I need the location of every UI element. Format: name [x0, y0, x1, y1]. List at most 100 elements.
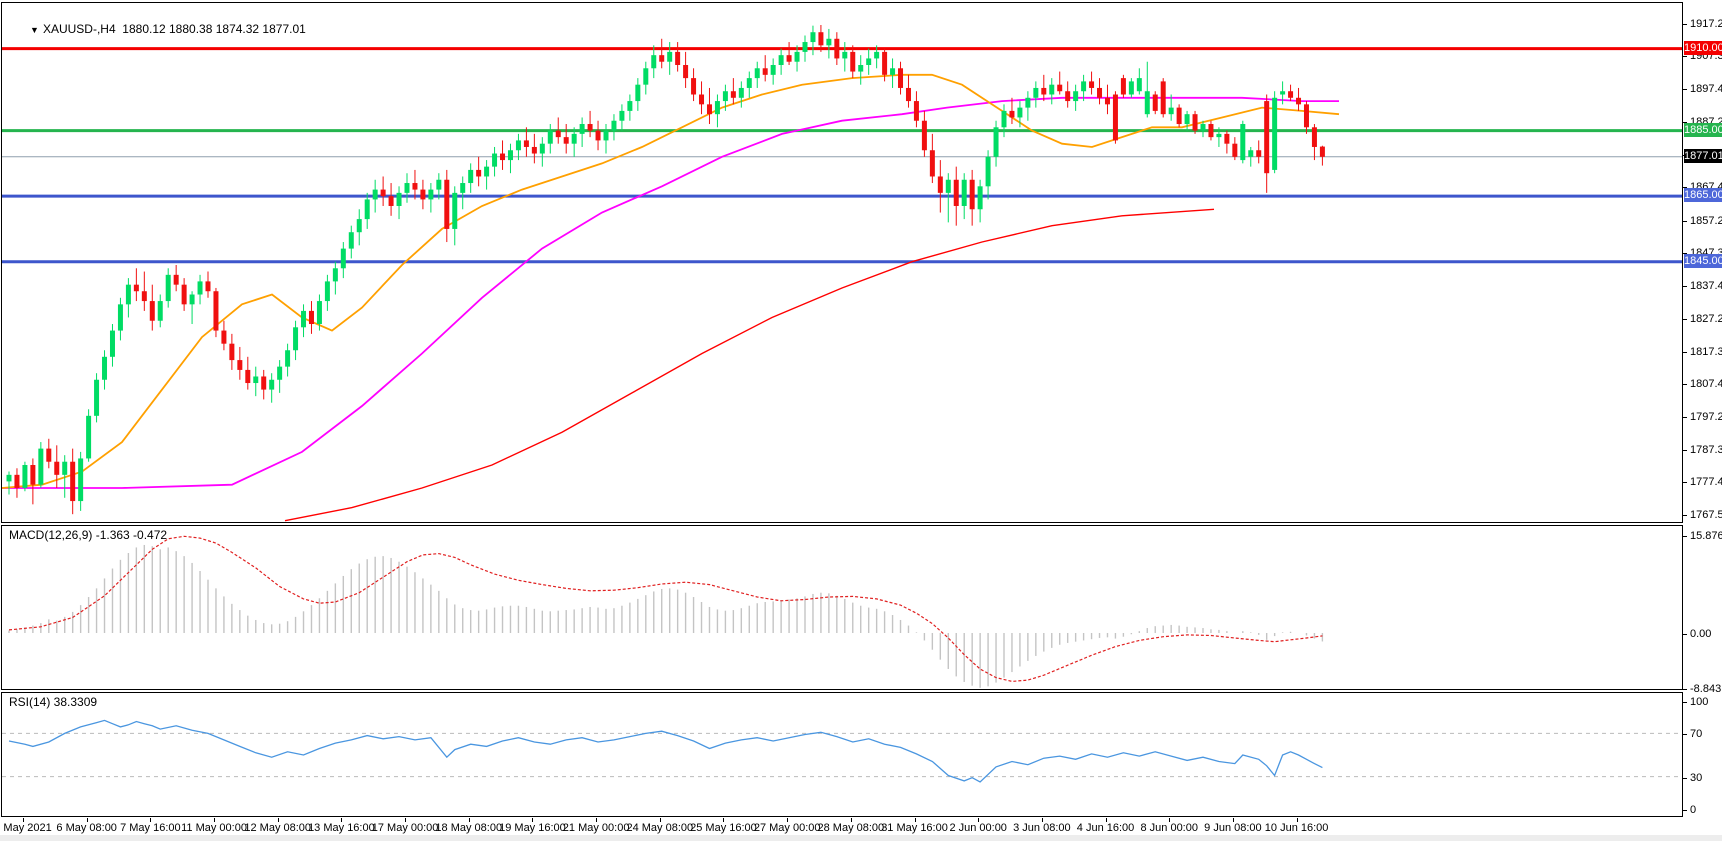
candle-body: [102, 356, 108, 380]
candle-body: [523, 140, 529, 147]
candle-body: [316, 301, 322, 325]
price-tick-label: 1807.40: [1690, 378, 1722, 390]
candle-body: [1152, 94, 1158, 111]
candle-body: [1160, 81, 1166, 115]
candle-body: [555, 130, 561, 138]
candle-body: [1168, 107, 1174, 115]
symbol-timeframe-label: XAUUSD-,H4: [42, 22, 116, 36]
rsi-line: [8, 719, 1323, 783]
time-tick-mark: [1041, 818, 1043, 822]
time-label: 27 May 00:00: [753, 822, 821, 834]
candle-body: [301, 310, 307, 328]
ma-mid-line: [2, 96, 1339, 489]
price-tick-mark: [1683, 351, 1687, 353]
main-chart-panel[interactable]: ▼ XAUUSD-,H4 1880.12 1880.38 1874.32 1877…: [1, 2, 1683, 523]
price-tick-mark: [1683, 482, 1687, 484]
candle-body: [603, 130, 609, 141]
candle-body: [913, 101, 919, 121]
candle-body: [356, 219, 362, 233]
candle-body: [937, 176, 943, 193]
rsi-chart[interactable]: [2, 693, 1682, 816]
time-tick-mark: [1232, 818, 1234, 822]
candle-body: [1303, 104, 1309, 128]
candle-body: [1001, 110, 1007, 128]
candle-body: [961, 179, 967, 206]
time-label: 6 May 08:00: [56, 822, 117, 834]
candle-body: [205, 281, 211, 292]
time-tick-mark: [405, 818, 407, 822]
candle-body: [571, 133, 577, 144]
candle-body: [778, 55, 784, 66]
time-label: 5 May 2021: [0, 822, 52, 834]
candle-body: [484, 166, 490, 177]
price-tick-mark: [1683, 253, 1687, 255]
candle-body: [253, 376, 259, 384]
candle-body: [364, 199, 370, 220]
price-tick-mark: [1683, 319, 1687, 321]
rsi-tick-mark: [1683, 734, 1687, 736]
candle-body: [1176, 107, 1182, 125]
macd-tick-mark: [1683, 688, 1687, 690]
candle-body: [332, 268, 338, 282]
time-tick-mark: [723, 818, 725, 822]
candle-body: [436, 179, 442, 190]
price-tick-label: 1767.50: [1690, 508, 1722, 521]
time-tick-mark: [787, 818, 789, 822]
time-tick-mark: [659, 818, 661, 822]
candle-body: [38, 448, 44, 485]
candle-body: [396, 192, 402, 206]
candle-body: [1073, 91, 1079, 102]
price-badge-1885.00: 1885.00: [1684, 122, 1722, 137]
candle-body: [173, 274, 179, 285]
macd-chart[interactable]: [2, 526, 1682, 689]
candle-body: [818, 32, 824, 46]
candle-body: [1041, 87, 1047, 95]
time-label: 9 Jun 08:00: [1204, 822, 1262, 834]
price-tick-mark: [1683, 24, 1687, 25]
time-label: 21 May 00:00: [562, 822, 630, 834]
price-tick-mark: [1683, 417, 1687, 419]
rsi-panel[interactable]: RSI(14) 38.3309: [1, 692, 1683, 817]
candle-body: [229, 343, 235, 361]
candle-body: [444, 179, 450, 229]
price-tick-mark: [1683, 449, 1687, 451]
candle-body: [1009, 110, 1015, 118]
candle-body: [627, 101, 633, 111]
candle-body: [1097, 87, 1103, 98]
macd-signal-line: [8, 535, 1323, 683]
price-tick-label: 1787.30: [1690, 443, 1722, 456]
price-tick-label: 1827.20: [1690, 313, 1722, 326]
candle-body: [1081, 81, 1087, 92]
candle-body: [1033, 87, 1039, 98]
time-tick-mark: [86, 818, 88, 822]
candlestick-chart[interactable]: [2, 3, 1682, 522]
candle-body: [149, 301, 155, 321]
price-badge-1877.01: 1877.01: [1684, 148, 1722, 163]
candle-body: [1240, 124, 1246, 161]
candle-body: [412, 183, 418, 190]
candle-body: [181, 284, 187, 305]
price-tick-mark: [1683, 514, 1687, 516]
macd-panel[interactable]: MACD(12,26,9) -1.363 -0.472: [1, 525, 1683, 690]
symbol-dropdown-icon[interactable]: ▼: [30, 25, 39, 35]
candle-body: [452, 192, 458, 229]
price-tick-label: 1777.40: [1690, 476, 1722, 489]
time-tick-mark: [468, 818, 470, 822]
time-label: 10 Jun 16:00: [1264, 822, 1329, 834]
candle-body: [547, 130, 553, 144]
candle-body: [874, 51, 880, 59]
rsi-tick-mark: [1683, 702, 1687, 703]
time-label: 19 May 16:00: [499, 822, 566, 834]
candle-body: [890, 68, 896, 75]
candle-body: [834, 38, 840, 59]
candle-body: [221, 330, 227, 344]
macd-tick-label: 15.876: [1690, 529, 1722, 542]
price-tick-mark: [1683, 220, 1687, 222]
candle-body: [611, 120, 617, 131]
candle-body: [683, 65, 689, 79]
rsi-tick-mark: [1683, 810, 1687, 811]
candle-body: [659, 55, 665, 62]
candle-body: [985, 156, 991, 187]
candle-body: [1296, 97, 1302, 105]
